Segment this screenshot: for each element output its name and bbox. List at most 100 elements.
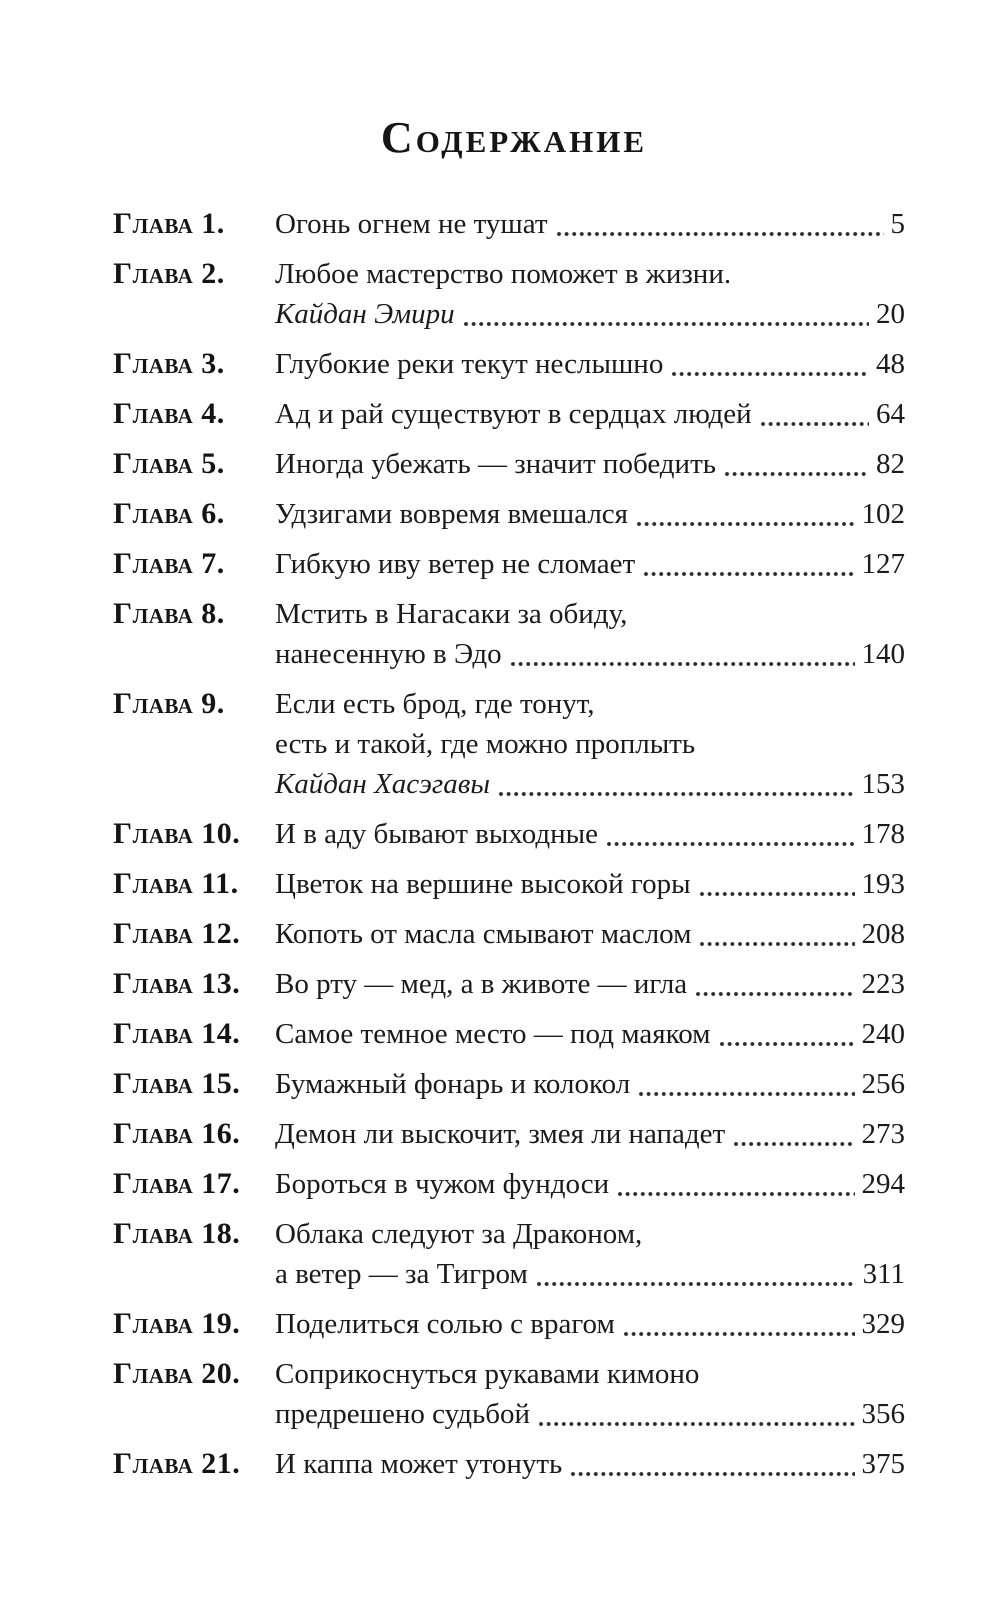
chapter-title-text: Самое темное место — под маяком: [275, 1018, 711, 1050]
toc-entry-line: Любое мастерство поможет в жизни.: [275, 254, 905, 294]
page-number: 273: [861, 1118, 906, 1150]
toc-entry-line: Огонь огнем не тушат 5: [275, 204, 905, 244]
chapter-title-text: Бумажный фонарь и колокол: [275, 1068, 631, 1100]
toc-entry-line: Бороться в чужом фундоси 294: [275, 1164, 905, 1204]
toc-entry-line: Если есть брод, где тонут,: [275, 684, 905, 724]
chapter-lines: И каппа может утонуть 375: [275, 1444, 905, 1484]
toc-entry-line: Облака следуют за Драконом,: [275, 1214, 905, 1254]
toc-entry-line: есть и такой, где можно проплыть: [275, 724, 905, 764]
toc-entry-line: Самое темное место — под маяком 240: [275, 1014, 905, 1054]
page-number: 82: [876, 448, 905, 480]
chapter-label: Глава 12.: [113, 917, 241, 950]
chapter-title-text: Удзигами вовремя вмешался: [275, 498, 628, 530]
chapter-title-text: Мстить в Нагасаки за обиду,: [275, 598, 628, 630]
chapter-label: Глава 8.: [113, 597, 225, 630]
toc-entry: Глава 11. Цветок на вершине высокой горы…: [113, 864, 905, 904]
toc-entry: Глава 8. Мстить в Нагасаки за обиду, нане…: [113, 594, 905, 674]
chapter-title-text: есть и такой, где можно проплыть: [275, 728, 696, 760]
page-number: 102: [861, 498, 906, 530]
toc-entry-line: Демон ли выскочит, змея ли нападет 273: [275, 1114, 905, 1154]
toc-entries: Глава 1. Огонь огнем не тушат 5 Глава 2. …: [113, 204, 905, 1484]
chapter-title-text: Гибкую иву ветер не сломает: [275, 548, 636, 580]
chapter-lines: И в аду бывают выходные 178: [275, 814, 905, 854]
chapter-lines: Мстить в Нагасаки за обиду, нанесенную в …: [275, 594, 905, 674]
chapter-label: Глава 15.: [113, 1067, 241, 1100]
toc-entry: Глава 20. Соприкоснуться рукавами кимоно…: [113, 1354, 905, 1434]
toc-entry-line: Кайдан Эмири 20: [275, 294, 905, 334]
chapter-lines: Во рту — мед, а в животе — игла 223: [275, 964, 905, 1004]
dot-leader: [571, 1472, 855, 1476]
chapter-lines: Цветок на вершине высокой горы 193: [275, 864, 905, 904]
page-number: 5: [890, 208, 906, 240]
dot-leader: [672, 372, 869, 376]
chapter-label: Глава 3.: [113, 347, 225, 380]
toc-entry: Глава 5. Иногда убежать — значит победит…: [113, 444, 905, 484]
page-number: 208: [861, 918, 906, 950]
dot-leader: [637, 522, 855, 526]
dot-leader: [724, 472, 869, 476]
chapter-title-text: Поделиться солью с врагом: [275, 1308, 615, 1340]
toc-entry-line: нанесенную в Эдо 140: [275, 634, 905, 674]
chapter-label: Глава 1.: [113, 207, 225, 240]
toc-entry: Глава 4. Ад и рай существуют в сердцах л…: [113, 394, 905, 434]
chapter-label: Глава 10.: [113, 817, 241, 850]
chapter-title-text: предрешено судьбой: [275, 1398, 531, 1430]
toc-entry: Глава 12. Копоть от масла смывают маслом…: [113, 914, 905, 954]
chapter-title-text: Соприкоснуться рукавами кимоно: [275, 1358, 700, 1390]
toc-entry: Глава 17. Бороться в чужом фундоси 294: [113, 1164, 905, 1204]
chapter-lines: Бороться в чужом фундоси 294: [275, 1164, 905, 1204]
toc-entry: Глава 3. Глубокие реки текут неслышно 48: [113, 344, 905, 384]
page-number: 127: [861, 548, 906, 580]
dot-leader: [536, 1282, 856, 1286]
chapter-lines: Демон ли выскочит, змея ли нападет 273: [275, 1114, 905, 1154]
dot-leader: [463, 322, 869, 326]
chapter-lines: Поделиться солью с врагом 329: [275, 1304, 905, 1344]
dot-leader: [498, 792, 855, 796]
chapter-title-text: Цветок на вершине высокой горы: [275, 868, 691, 900]
toc-entry: Глава 1. Огонь огнем не тушат 5: [113, 204, 905, 244]
chapter-lines: Иногда убежать — значит победить 82: [275, 444, 905, 484]
chapter-label: Глава 16.: [113, 1117, 241, 1150]
chapter-lines: Гибкую иву ветер не сломает 127: [275, 544, 905, 584]
dot-leader: [700, 942, 855, 946]
dot-leader: [760, 422, 869, 426]
toc-entry: Глава 13. Во рту — мед, а в животе — игл…: [113, 964, 905, 1004]
toc-entry-line: Копоть от масла смывают маслом 208: [275, 914, 905, 954]
chapter-lines: Бумажный фонарь и колокол 256: [275, 1064, 905, 1104]
toc-entry-line: И каппа может утонуть 375: [275, 1444, 905, 1484]
dot-leader: [639, 1092, 855, 1096]
dot-leader: [696, 992, 855, 996]
dot-leader: [699, 892, 855, 896]
chapter-title-text: И каппа может утонуть: [275, 1448, 563, 1480]
chapter-label: Глава 4.: [113, 397, 225, 430]
toc-entry: Глава 15. Бумажный фонарь и колокол 256: [113, 1064, 905, 1104]
chapter-lines: Самое темное место — под маяком 240: [275, 1014, 905, 1054]
dot-leader: [556, 232, 884, 236]
chapter-title-text: Глубокие реки текут неслышно: [275, 348, 664, 380]
toc-entry-line: Бумажный фонарь и колокол 256: [275, 1064, 905, 1104]
toc-entry-line: Мстить в Нагасаки за обиду,: [275, 594, 905, 634]
dot-leader: [539, 1422, 855, 1426]
chapter-label: Глава 14.: [113, 1017, 241, 1050]
toc-entry-line: Удзигами вовремя вмешался 102: [275, 494, 905, 534]
toc-entry-line: а ветер — за Тигром 311: [275, 1254, 905, 1294]
chapter-lines: Соприкоснуться рукавами кимоно предрешено…: [275, 1354, 905, 1434]
chapter-label: Глава 5.: [113, 447, 225, 480]
chapter-lines: Удзигами вовремя вмешался 102: [275, 494, 905, 534]
dot-leader: [644, 572, 855, 576]
chapter-title-text: Кайдан Хасэгавы: [275, 768, 490, 800]
page-title: Содержание: [380, 113, 648, 162]
chapter-lines: Если есть брод, где тонут, есть и такой, …: [275, 684, 905, 804]
chapter-label: Глава 2.: [113, 257, 225, 290]
dot-leader: [618, 1192, 855, 1196]
chapter-title-text: Иногда убежать — значит победить: [275, 448, 716, 480]
chapter-lines: Облака следуют за Драконом, а ветер — за …: [275, 1214, 905, 1294]
chapter-title-text: Бороться в чужом фундоси: [275, 1168, 610, 1200]
toc-entry-line: предрешено судьбой 356: [275, 1394, 905, 1434]
toc-entry: Глава 6. Удзигами вовремя вмешался 102: [113, 494, 905, 534]
toc-entry-line: Во рту — мед, а в животе — игла 223: [275, 964, 905, 1004]
dot-leader: [607, 842, 855, 846]
toc-entry-line: Соприкоснуться рукавами кимоно: [275, 1354, 905, 1394]
page-number: 311: [862, 1258, 905, 1290]
